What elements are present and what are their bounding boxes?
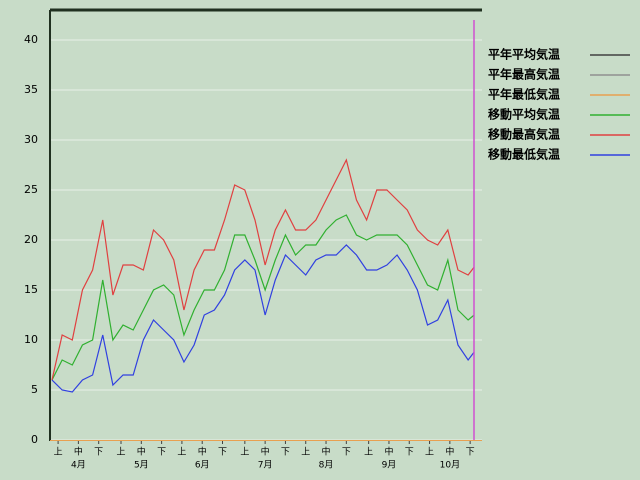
x-tick-label: 上 — [425, 447, 434, 458]
plot — [51, 158, 475, 393]
x-tick-label: 上 — [117, 447, 126, 458]
x-tick-label: 中 — [74, 446, 83, 458]
x-tick-label: 上 — [54, 447, 63, 458]
x-tick-label: 中 — [261, 446, 270, 458]
month-label: 7月 — [258, 460, 273, 471]
series-line — [51, 214, 475, 381]
month-label: 9月 — [382, 460, 397, 471]
x-tick-label: 下 — [281, 448, 290, 458]
y-tick-label: 35 — [24, 83, 38, 96]
grid: 0510152025303540上中下上中下上中下上中下上中下上中下上中下4月 5… — [24, 33, 482, 471]
x-tick-label: 上 — [177, 447, 186, 458]
y-tick-label: 40 — [24, 33, 38, 46]
x-tick-label: 中 — [445, 446, 454, 458]
x-tick-label: 上 — [364, 447, 373, 458]
month-label: 8月 — [319, 460, 334, 471]
month-label: 4月 — [71, 460, 86, 471]
month-label: 10月 — [440, 460, 460, 471]
series-line — [51, 158, 475, 381]
y-tick-label: 20 — [24, 233, 38, 246]
legend-label: 移動平均気温 — [488, 107, 560, 122]
x-tick-label: 下 — [342, 448, 351, 458]
x-tick-label: 中 — [322, 446, 331, 458]
series-line — [51, 244, 475, 393]
y-tick-label: 25 — [24, 183, 38, 196]
y-tick-label: 10 — [24, 333, 38, 346]
x-tick-label: 下 — [157, 448, 166, 458]
y-tick-label: 0 — [31, 433, 38, 446]
x-tick-label: 上 — [301, 447, 310, 458]
x-tick-label: 中 — [137, 446, 146, 458]
legend-label: 移動最高気温 — [488, 127, 560, 142]
legend-label: 平年最低気温 — [488, 87, 560, 102]
month-label: 6月 — [195, 460, 210, 471]
y-tick-label: 5 — [31, 383, 38, 396]
x-tick-label: 下 — [405, 448, 414, 458]
x-tick-label: 下 — [218, 448, 227, 458]
x-tick-label: 中 — [198, 446, 207, 458]
legend-label: 平年平均気温 — [488, 47, 560, 62]
legend-label: 平年最高気温 — [488, 67, 560, 82]
y-tick-label: 30 — [24, 133, 38, 146]
x-tick-label: 下 — [466, 448, 475, 458]
x-tick-label: 上 — [240, 447, 249, 458]
legend-label: 移動最低気温 — [488, 147, 560, 162]
month-label: 5月 — [134, 460, 149, 471]
x-tick-label: 下 — [94, 448, 103, 458]
x-tick-label: 中 — [384, 446, 393, 458]
y-tick-label: 15 — [24, 283, 38, 296]
